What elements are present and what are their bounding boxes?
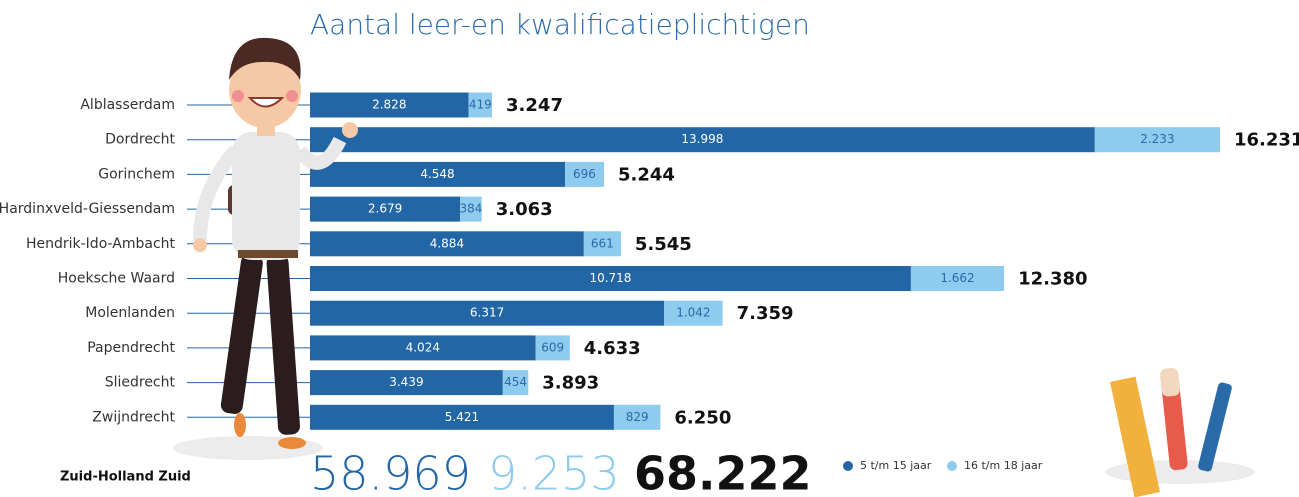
plot: Alblasserdam 2.828 419 3.247 Dordrecht 13.998…	[0, 92, 1299, 497]
total-label: 5.244	[618, 164, 675, 185]
bar-segment	[910, 266, 1005, 291]
bar-segment	[310, 127, 1095, 153]
legend-swatch	[843, 461, 853, 471]
summary-total: 58.969	[310, 447, 471, 497]
category-label: Hendrik-Ido-Ambacht	[26, 236, 176, 252]
value-label: 384	[460, 202, 483, 216]
total-label: 4.633	[584, 338, 641, 359]
bar-segment	[310, 92, 469, 118]
bar-segment	[613, 404, 661, 430]
bar-segment	[535, 335, 570, 361]
total-label: 3.247	[506, 95, 563, 116]
bar-segment	[583, 231, 621, 257]
chart-title: Aantal leer-en kwalificatieplichtigen	[310, 8, 810, 41]
value-label: 696	[573, 167, 596, 181]
summary-total: 68.222	[634, 447, 812, 497]
value-label: 3.439	[389, 375, 423, 389]
value-label: 10.718	[589, 271, 631, 285]
value-label: 609	[541, 340, 564, 354]
category-label: Hardinxveld-Giessendam	[0, 201, 175, 217]
bar-segment	[502, 370, 529, 396]
total-label: 7.359	[737, 303, 794, 324]
summary-label: Zuid-Holland Zuid	[60, 470, 191, 485]
category-label: Zwijndrecht	[92, 409, 175, 425]
value-label: 2.233	[1140, 132, 1174, 146]
value-label: 2.679	[368, 202, 402, 216]
total-label: 6.250	[674, 407, 731, 428]
bar-segment	[468, 92, 493, 118]
category-label: Molenlanden	[85, 305, 175, 321]
value-label: 4.548	[420, 167, 454, 181]
bar-segment	[1094, 127, 1220, 153]
value-label: 661	[591, 236, 614, 250]
legend-swatch	[947, 461, 957, 471]
total-label: 16.231	[1234, 130, 1299, 151]
value-label: 1.662	[940, 271, 974, 285]
category-label: Sliedrecht	[105, 375, 176, 391]
total-label: 3.893	[542, 373, 599, 394]
value-label: 5.421	[445, 410, 479, 424]
value-label: 419	[469, 98, 492, 112]
summary-total: 9.253	[488, 447, 620, 497]
bar-segment	[310, 300, 665, 326]
value-label: 4.024	[406, 340, 440, 354]
bar-segment	[460, 196, 482, 222]
category-label: Alblasserdam	[80, 97, 175, 113]
bar-segment	[310, 266, 911, 291]
value-label: 4.884	[430, 236, 464, 250]
bar-segment	[310, 404, 614, 430]
legend-label: 5 t/m 15 jaar	[860, 459, 932, 472]
bar-segment	[664, 300, 723, 326]
bar-segment	[310, 196, 461, 222]
category-label: Gorinchem	[98, 166, 175, 182]
category-label: Dordrecht	[105, 132, 175, 148]
value-label: 1.042	[676, 306, 710, 320]
value-label: 13.998	[681, 132, 723, 146]
total-label: 5.545	[635, 234, 692, 255]
bar-segment	[310, 231, 584, 257]
total-label: 3.063	[496, 199, 553, 220]
value-label: 2.828	[372, 98, 406, 112]
value-label: 829	[626, 410, 649, 424]
bar-segment	[310, 370, 503, 396]
value-label: 454	[504, 375, 527, 389]
legend-label: 16 t/m 18 jaar	[964, 459, 1043, 472]
total-label: 12.380	[1018, 269, 1087, 290]
bar-segment	[310, 335, 536, 361]
student-illustration	[173, 37, 358, 460]
value-label: 6.317	[470, 306, 504, 320]
bar-segment	[564, 161, 605, 187]
category-label: Hoeksche Waard	[58, 271, 175, 287]
bar-segment	[310, 161, 565, 187]
category-label: Papendrecht	[87, 340, 175, 356]
stationery-illustration	[1105, 367, 1255, 497]
